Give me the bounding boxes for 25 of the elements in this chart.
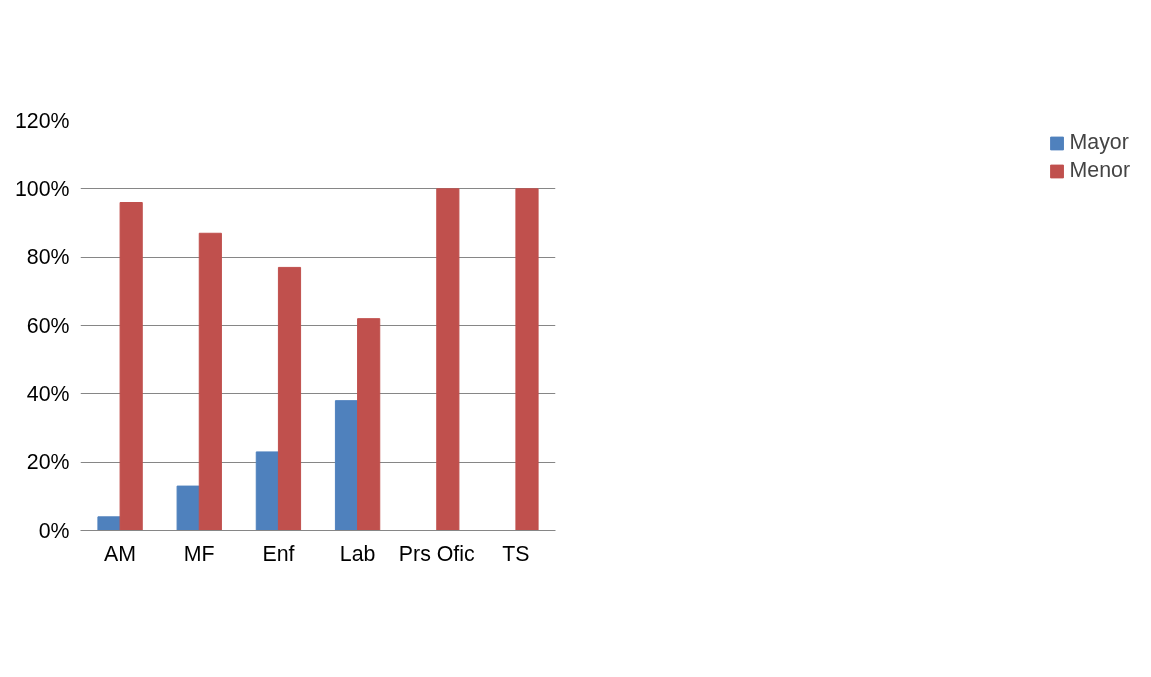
y-tick-label: 20% <box>26 450 70 475</box>
x-tick-label: MF <box>183 541 215 566</box>
bar <box>515 188 539 531</box>
bar <box>119 202 143 531</box>
x-tick-label: Prs Ofic <box>398 541 475 566</box>
bar <box>277 266 302 531</box>
y-tick-label: 40% <box>26 381 70 406</box>
x-tick-label: AM <box>104 541 137 566</box>
bar <box>97 516 121 531</box>
legend-label: Mayor <box>1069 130 1129 155</box>
y-tick-label: 120% <box>14 108 70 133</box>
y-tick-label: 100% <box>14 176 70 201</box>
y-tick-label: 0% <box>38 518 70 543</box>
y-tick-label: 60% <box>26 313 70 338</box>
y-tick-label: 80% <box>26 245 70 270</box>
bar <box>357 318 381 531</box>
bar <box>334 400 359 531</box>
bar <box>255 451 279 531</box>
bar <box>436 188 460 531</box>
legend-label: Menor <box>1069 158 1130 183</box>
x-tick-label: TS <box>502 541 530 566</box>
bar <box>198 232 222 531</box>
bar <box>176 485 200 531</box>
x-tick-label: Enf <box>262 541 295 566</box>
x-tick-label: Lab <box>339 541 376 566</box>
